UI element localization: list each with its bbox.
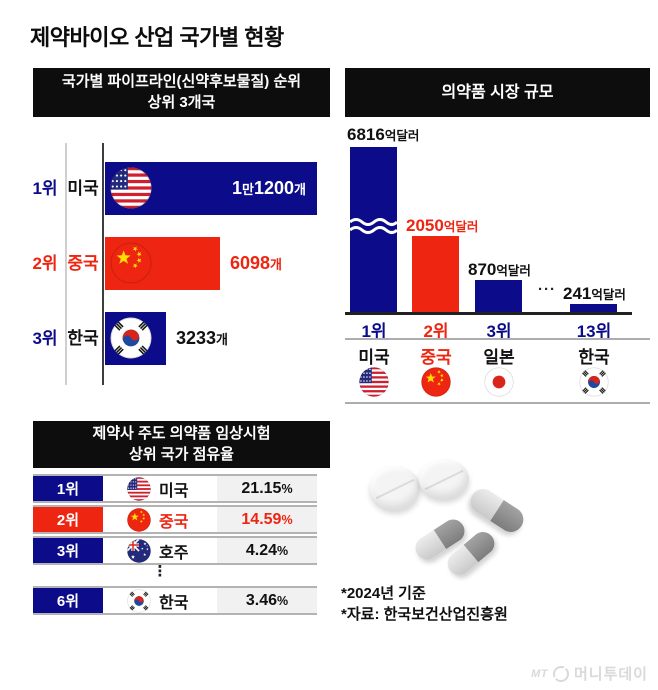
market-rank-1: 1위 xyxy=(361,322,387,341)
cn-flag-icon xyxy=(127,507,151,532)
clinical-country-china: 중국 xyxy=(159,513,189,531)
pipeline-bar-us xyxy=(105,162,317,215)
table-row: 1위 미국 21.15% xyxy=(33,474,317,503)
clinical-rank-gap-ellipsis: ⋮ xyxy=(152,563,168,580)
kr-flag-icon xyxy=(579,367,609,397)
clinical-table-header: 제약사 주도 의약품 임상시험 상위 국가 점유율 xyxy=(33,421,330,468)
moneytoday-watermark: MT 머니투데이 xyxy=(531,663,648,684)
market-chart-header: 의약품 시장 규모 xyxy=(345,68,650,117)
market-rank-gap-ellipsis: ··· xyxy=(538,281,556,298)
table-row: 3위 호주 4.24% xyxy=(33,536,317,565)
market-chart-title: 의약품 시장 규모 xyxy=(441,83,554,101)
clinical-value-china: 14.59% xyxy=(217,507,317,532)
axis-break-wave-icon xyxy=(350,218,397,234)
clinical-country-korea: 한국 xyxy=(159,594,189,612)
mt-logo-text: MT xyxy=(531,667,548,680)
cn-flag-icon xyxy=(421,367,451,397)
clinical-rank-2: 2위 xyxy=(33,507,103,532)
market-country-us: 미국 xyxy=(358,348,390,367)
market-bottom-line xyxy=(345,402,650,404)
clinical-value-korea: 3.46% xyxy=(217,588,317,613)
pipeline-country-3: 한국 xyxy=(67,329,99,348)
pipeline-rank-2: 2위 xyxy=(32,254,58,273)
kr-flag-icon xyxy=(127,588,151,613)
pipeline-value-china: 6098개 xyxy=(230,253,283,273)
us-flag-icon xyxy=(359,367,389,397)
market-bar-korea xyxy=(570,304,617,313)
footnotes: *2024년 기준 *자료: 한국보건산업진흥원 xyxy=(341,583,508,625)
market-bar-japan xyxy=(475,280,522,313)
market-bar-us xyxy=(350,147,397,313)
pipeline-axis-line xyxy=(102,143,104,385)
pipeline-rank-1: 1위 xyxy=(32,179,58,198)
pipeline-chart-subtitle: 상위 3개국 xyxy=(147,93,216,111)
market-value-us: 6816억달러 xyxy=(347,125,420,144)
clinical-value-australia: 4.24% xyxy=(217,538,317,563)
market-country-japan: 일본 xyxy=(483,348,515,367)
market-rank-13: 13위 xyxy=(576,322,612,341)
tablet-pill-icon xyxy=(370,466,420,510)
tablet-pill-icon xyxy=(419,459,469,499)
market-value-china: 2050억달러 xyxy=(406,216,479,235)
pipeline-bar-korea xyxy=(105,312,166,365)
clinical-country-australia: 호주 xyxy=(159,544,189,562)
pipeline-separator-line xyxy=(65,143,67,385)
market-rank-3: 3위 xyxy=(486,322,512,341)
pipeline-value-us: 1만1200개 xyxy=(232,178,306,198)
cn-flag-icon xyxy=(110,242,152,284)
us-flag-icon xyxy=(127,476,151,501)
pipeline-chart-header: 국가별 파이프라인(신약후보물질) 순위 상위 3개국 xyxy=(33,68,330,117)
pills-illustration xyxy=(358,450,570,582)
clinical-table-title: 제약사 주도 의약품 임상시험 xyxy=(92,425,271,443)
pipeline-rank-3: 3위 xyxy=(32,329,58,348)
pipeline-bar-china xyxy=(105,237,220,290)
au-flag-icon xyxy=(127,538,151,563)
market-value-korea: 241억달러 xyxy=(563,284,626,303)
table-row: 6위 한국 3.46% xyxy=(33,586,317,615)
moneytoday-logo-icon xyxy=(552,665,569,682)
market-rank-2: 2위 xyxy=(423,322,449,341)
pipeline-chart-title: 국가별 파이프라인(신약후보물질) 순위 xyxy=(61,73,302,91)
market-country-china: 중국 xyxy=(420,348,452,367)
pipeline-country-1: 미국 xyxy=(67,179,99,198)
market-value-japan: 870억달러 xyxy=(468,260,531,279)
clinical-rank-3: 3위 xyxy=(33,538,103,563)
market-axis-baseline xyxy=(345,312,632,315)
clinical-country-us: 미국 xyxy=(159,482,189,500)
market-bar-china xyxy=(412,236,459,313)
clinical-rank-6: 6위 xyxy=(33,588,103,613)
pipeline-value-korea: 3233개 xyxy=(176,328,229,348)
footnote-source: *자료: 한국보건산업진흥원 xyxy=(341,606,508,623)
footnote-basis: *2024년 기준 xyxy=(341,585,426,602)
market-divider-line xyxy=(345,338,650,340)
jp-flag-icon xyxy=(484,367,514,397)
us-flag-icon xyxy=(110,167,152,209)
clinical-table-subtitle: 상위 국가 점유율 xyxy=(129,445,234,463)
market-country-korea: 한국 xyxy=(578,348,610,367)
kr-flag-icon xyxy=(110,317,152,359)
page-title: 제약바이오 산업 국가별 현황 xyxy=(30,25,284,50)
capsule-pill-icon xyxy=(465,484,529,537)
clinical-value-us: 21.15% xyxy=(217,476,317,501)
clinical-rank-1: 1위 xyxy=(33,476,103,501)
table-row: 2위 중국 14.59% xyxy=(33,505,317,534)
moneytoday-name: 머니투데이 xyxy=(573,666,648,683)
pipeline-country-2: 중국 xyxy=(67,254,99,273)
